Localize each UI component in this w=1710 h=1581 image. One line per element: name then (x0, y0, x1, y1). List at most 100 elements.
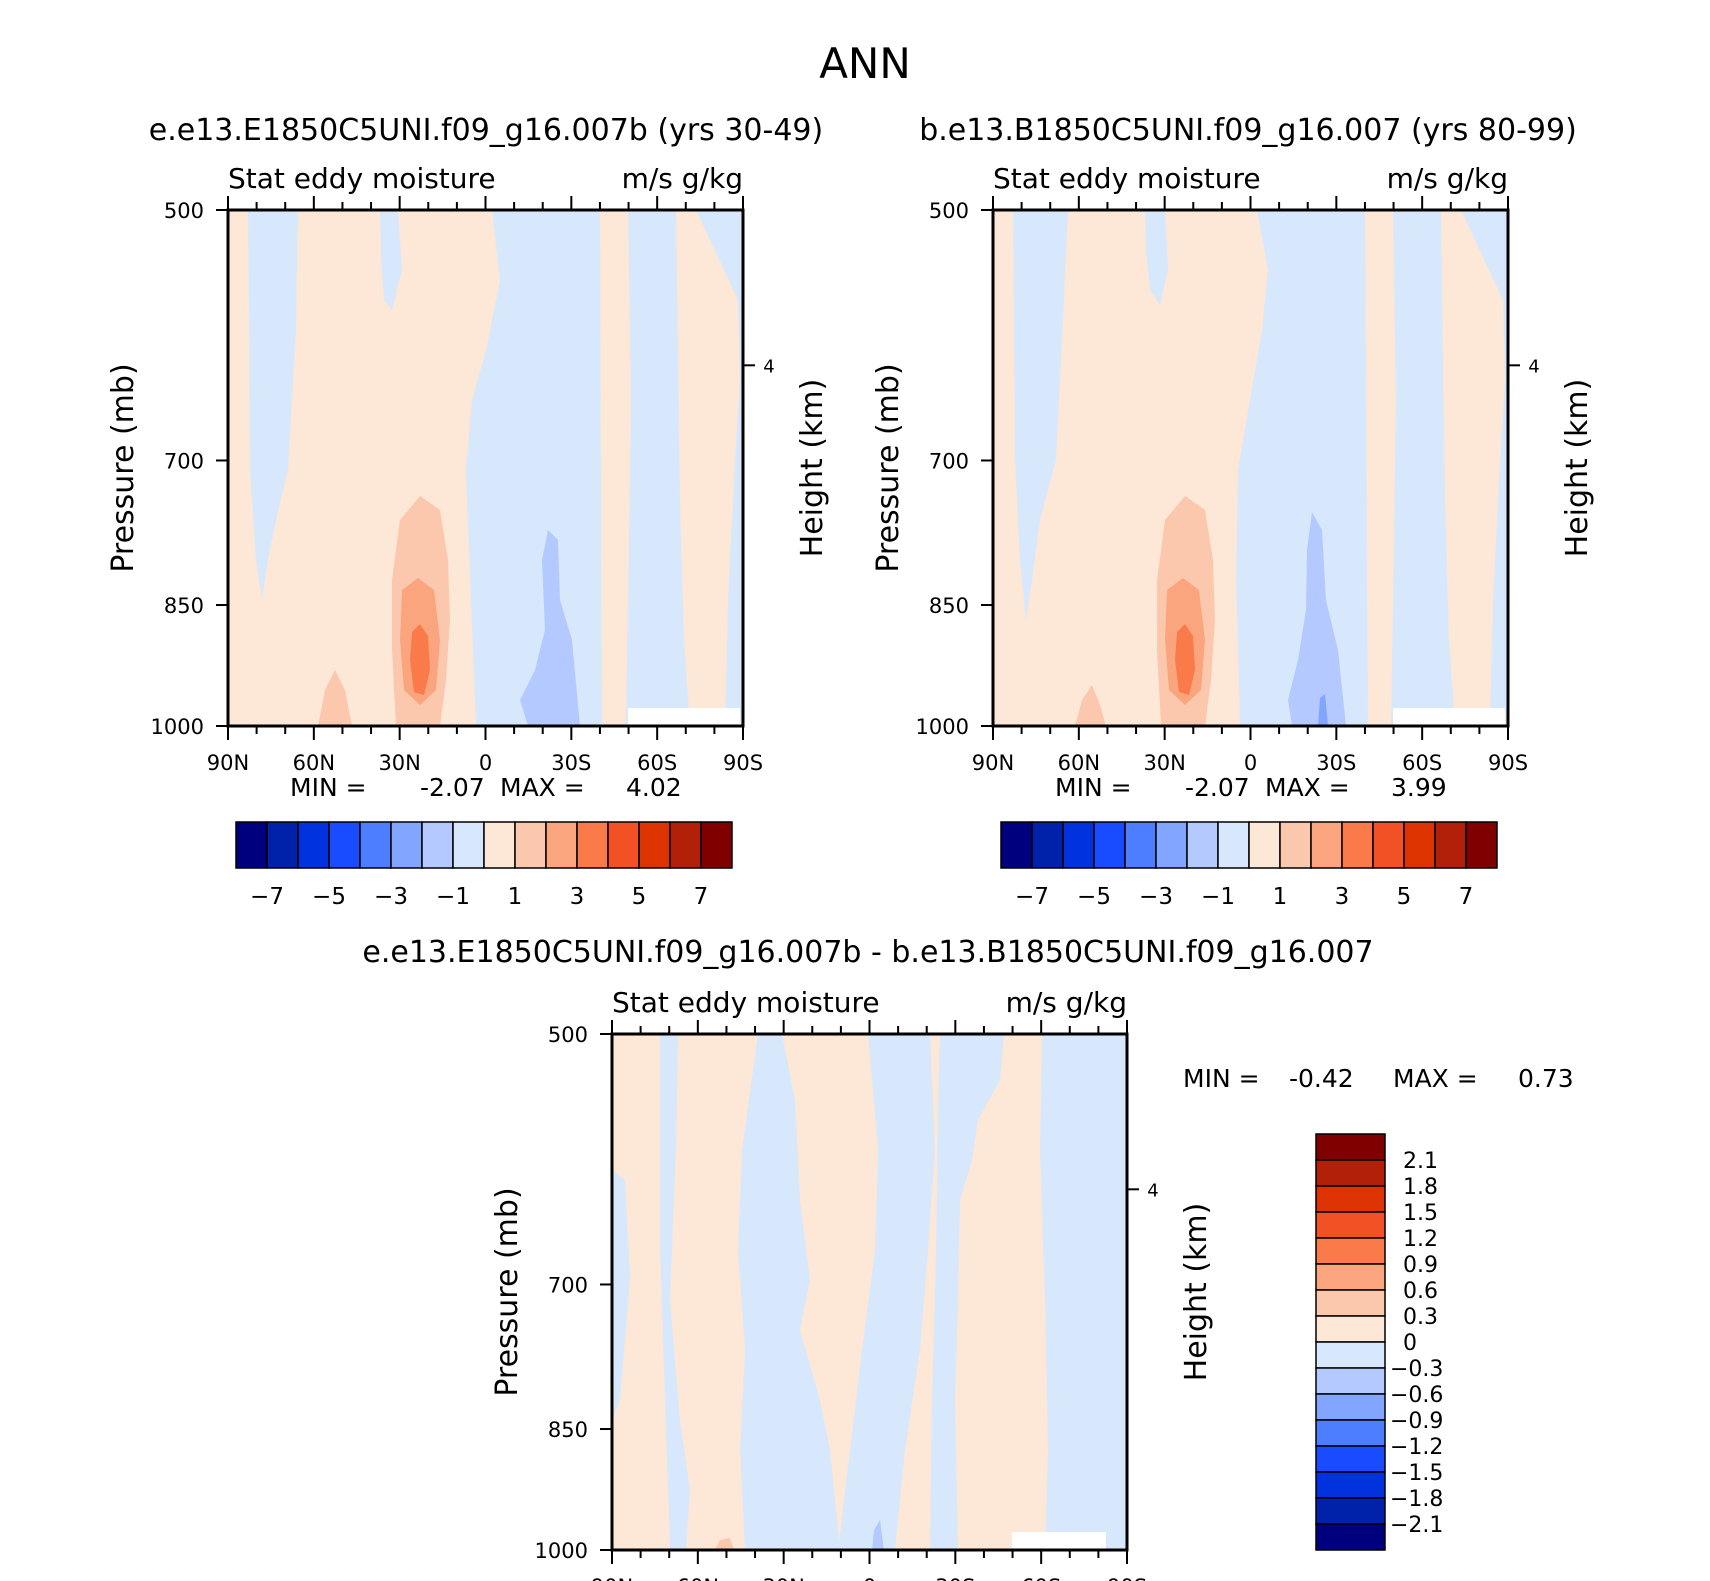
colorbar-label: −1.5 (1390, 1461, 1443, 1486)
colorbar-box (1000, 821, 1033, 869)
panel-a-negative-region-deep (520, 530, 580, 726)
colorbar-box (1315, 1471, 1386, 1499)
colorbar-box (1315, 1497, 1386, 1525)
colorbar-box (452, 821, 485, 869)
colorbar-label: 1 (1273, 884, 1288, 910)
colorbar-box (1315, 1133, 1386, 1161)
panel-b-max-label: MAX = (1265, 773, 1350, 802)
colorbar-box (1310, 821, 1343, 869)
panel-b-negative-region-tropical-sliver (1145, 210, 1168, 305)
colorbar-box (483, 821, 516, 869)
panel-c-max-value: 0.73 (1518, 1064, 1574, 1093)
panel-b: b.e13.B1850C5UNI.f09_g16.007 (yrs 80-99)… (871, 113, 1595, 910)
x-tick-label: 0 (1244, 751, 1257, 775)
x-tick-label: 30N (1143, 751, 1185, 775)
y-tick-label: 500 (164, 199, 204, 223)
y-tick-label: 850 (929, 594, 969, 618)
colorbar-box (607, 821, 640, 869)
panel-c-positive-contour-0.3 (715, 1538, 734, 1550)
colorbar-label: −0.9 (1390, 1409, 1443, 1434)
y-tick-label: 500 (548, 1023, 588, 1047)
panel-b-max-value: 3.99 (1391, 773, 1447, 802)
colorbar-box (1315, 1263, 1386, 1291)
panel-b-missing-data (1393, 708, 1505, 726)
colorbar-box (1062, 821, 1095, 869)
panel-b-min-label: MIN = (1055, 773, 1132, 802)
colorbar-box (328, 821, 361, 869)
colorbar-box (638, 821, 671, 869)
panel-c-negative-band-1 (660, 1034, 690, 1550)
colorbar-box (1315, 1185, 1386, 1213)
x-tick-label: 30S (551, 751, 591, 775)
panel-a-ylabel-right: Height (km) (795, 379, 830, 558)
panel-b-negative-region-south (1236, 210, 1368, 726)
colorbar-box (576, 821, 609, 869)
colorbar-box (1372, 821, 1405, 869)
panel-a-colorbar: −7 −5 −3 −1 1 3 5 7 (235, 821, 733, 910)
panel-c-axes: 90N 60N 30N 0 30S 60S 90S 500 700 850 1000 4 (535, 1020, 1159, 1581)
colorbar-box (1124, 821, 1157, 869)
panel-a-max-label: MAX = (500, 773, 585, 802)
colorbar-box (390, 821, 423, 869)
colorbar-label: −3 (374, 884, 408, 910)
y-tick-label: 1000 (151, 715, 204, 739)
y-tick-label: 700 (929, 449, 969, 473)
x-tick-label: 90N (591, 1575, 633, 1581)
y-tick-label: 850 (548, 1418, 588, 1442)
colorbar-box (514, 821, 547, 869)
colorbar-label: −7 (1015, 884, 1049, 910)
colorbar-box (1248, 821, 1281, 869)
panel-b-ylabel: Pressure (mb) (871, 363, 906, 572)
x-tick-label: 60S (1021, 1575, 1061, 1581)
colorbar-box (1341, 821, 1374, 869)
panel-b-negative-region-deep (1288, 512, 1346, 726)
panel-a-negative-region-south (466, 210, 602, 726)
colorbar-box (266, 821, 299, 869)
panel-a-subtitle-left: Stat eddy moisture (228, 162, 496, 195)
panel-c-title: e.e13.E1850C5UNI.f09_g16.007b - b.e13.B1… (362, 935, 1373, 970)
x-tick-label: 0 (863, 1575, 876, 1581)
x-tick-label: 90N (207, 751, 249, 775)
panel-c-colorbar: 2.11.81.51.20.90.60.30−0.3−0.6−0.9−1.2−1… (1315, 1133, 1443, 1551)
panel-c-ylabel-right: Height (km) (1179, 1203, 1214, 1382)
x-tick-label: 90S (1488, 751, 1528, 775)
x-tick-label: 90S (723, 751, 763, 775)
colorbar-label: −5 (312, 884, 346, 910)
colorbar-label: −5 (1077, 884, 1111, 910)
panel-c-negative-band-3 (738, 1034, 840, 1550)
panel-b-subtitle-right: m/s g/kg (1387, 162, 1508, 195)
x-tick-label: 90S (1107, 1575, 1147, 1581)
y-tick-label: 700 (548, 1273, 588, 1297)
colorbar-label: 0.9 (1403, 1253, 1438, 1278)
panel-c-min-label: MIN = (1183, 1064, 1260, 1093)
colorbar-box (1465, 821, 1498, 869)
panel-b-min-value: -2.07 (1185, 773, 1250, 802)
colorbar-label: 3 (1335, 884, 1350, 910)
panel-b-negative-region-high-south (1391, 210, 1455, 726)
colorbar-box (1217, 821, 1250, 869)
colorbar-label: −2.1 (1390, 1513, 1443, 1538)
colorbar-label: 5 (632, 884, 647, 910)
colorbar-box (700, 821, 733, 869)
colorbar-label: 1.8 (1403, 1175, 1438, 1200)
panel-a-contour-field (228, 210, 743, 726)
x-tick-label: 60S (637, 751, 677, 775)
panel-b-subtitle-left: Stat eddy moisture (993, 162, 1261, 195)
colorbar-box (1403, 821, 1436, 869)
panel-a-negative-region-edge (696, 210, 743, 726)
panel-b-positive-contour-0.3-south (1075, 685, 1106, 726)
panel-c-negative-band-5 (930, 1034, 1004, 1550)
colorbar-box (1315, 1237, 1386, 1265)
colorbar-label: −1 (1201, 884, 1235, 910)
y-tick-label: 850 (164, 594, 204, 618)
colorbar-box (1155, 821, 1188, 869)
colorbar-label: 5 (1397, 884, 1412, 910)
panel-a-ylabel: Pressure (mb) (106, 363, 141, 572)
colorbar-label: −1.8 (1390, 1487, 1443, 1512)
y-tick-label: 700 (164, 449, 204, 473)
panel-a-negative-region-high-south (626, 210, 690, 726)
panel-c-missing-data (1012, 1532, 1106, 1550)
y-right-tick-label: 4 (1528, 356, 1539, 377)
panel-a-missing-data (628, 708, 740, 726)
